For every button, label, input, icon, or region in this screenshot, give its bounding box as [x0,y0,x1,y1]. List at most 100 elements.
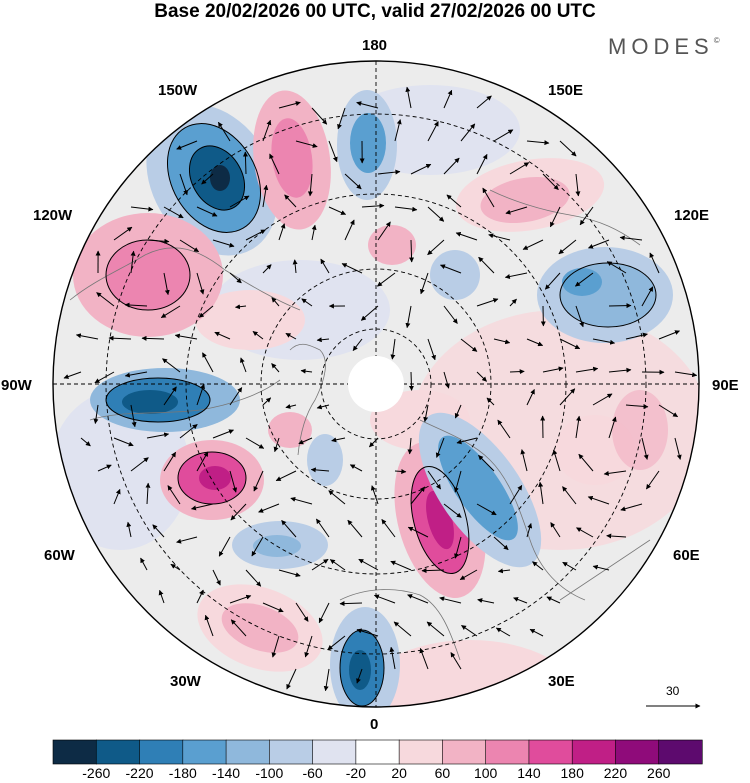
wind-vector [113,488,121,505]
wind-vector [130,250,136,274]
wind-vector [262,264,272,274]
colorbar-swatch [442,739,487,765]
colorbar-tick-label: 180 [560,765,584,781]
wind-vector [262,119,272,142]
colorbar-tick-label: 100 [473,765,498,781]
wind-vector [212,239,235,248]
pole-cap [348,356,404,412]
wind-vector [360,305,379,321]
lon-label-120e: 120E [674,207,710,224]
wind-vector [179,173,189,196]
wind-vector [456,437,478,445]
wind-vector [522,239,544,250]
wind-vector [174,333,198,340]
wind-vector [407,526,429,538]
wind-vector [443,305,458,324]
colorbar-tick-label: 220 [603,765,628,781]
wind-vector [373,594,396,604]
wind-vector [562,561,577,571]
wind-vector [295,602,309,622]
wind-vector [620,503,643,512]
wind-vector [163,451,177,472]
wind-vector [575,272,594,287]
wind-vector [311,224,317,241]
wind-vector [230,503,247,521]
wind-vector [356,628,379,637]
coastline [339,589,461,661]
wind-vector [253,470,264,492]
lon-label-0: 0 [370,716,379,733]
coastlines [69,189,651,661]
colorbar-tick-label: -180 [168,765,197,781]
wind-vector [440,264,462,274]
logo-copyright-mark: © [713,36,720,45]
high-anomaly [271,118,313,198]
wind-vector [476,371,487,382]
wind-vector [130,404,137,428]
wind-vector [460,123,476,142]
wind-vector [196,451,209,472]
wind-vector [576,527,594,538]
lon-label-30w: 30W [170,673,201,690]
wind-vector [311,107,328,125]
colorbar-swatch [95,739,141,765]
colorbar-tick-label: 20 [391,765,407,781]
wind-vector [124,302,148,308]
wind-vector [575,366,599,373]
high-anomaly [612,390,668,470]
wind-vector [218,536,231,557]
wind-vector [377,221,391,241]
wind-vector [394,468,407,474]
wind-vector [427,239,445,256]
low-anomaly [349,650,371,690]
wind-vector [446,194,462,208]
colorbar-swatch [312,739,357,765]
wind-vector [641,286,654,307]
wind-vector [242,151,248,175]
wind-vector [179,424,198,439]
wind-vector [176,536,198,544]
wind-vector [394,206,418,212]
wind-vector [410,163,432,175]
wind-vector [552,449,561,472]
wind-vector [495,627,511,637]
wind-vector [674,437,682,460]
wind-vector [271,635,280,658]
wind-vector [163,206,184,219]
wind-vector [96,292,115,307]
wind-vector [460,338,478,352]
wind-vector [212,429,234,439]
wind-vector [352,338,363,351]
wind-vector [344,173,362,190]
wind-vectors [63,86,698,692]
lon-label-90e: 90E [712,377,739,394]
wind-vector [443,157,460,175]
colorbar-swatch [355,739,400,765]
wind-vector [214,331,231,340]
wind-vector [328,206,347,215]
wind-vector [497,419,511,439]
colorbar-tick-label: -220 [125,765,154,781]
colorbar-tick-label: 260 [647,765,671,781]
colorbar-swatch [658,739,703,765]
wind-vector [229,387,243,406]
wind-vector [130,457,149,472]
wind-vector [381,519,396,538]
contour-line [188,145,246,211]
wind-vector [608,303,632,309]
wind-vector [509,162,530,175]
contour-line [410,465,470,575]
wind-vector [439,596,462,604]
wind-vector [405,305,412,329]
wind-vector [286,668,297,690]
wind-vector [141,335,165,341]
colorbar-tick-label: -100 [255,765,284,781]
wind-vector [146,238,170,244]
wind-vector [393,621,412,637]
colorbar-tick-label: -20 [345,765,366,781]
wind-vector [476,153,488,175]
wind-vector [356,668,363,684]
colorbar-tick-label: -140 [212,765,241,781]
lon-label-150e: 150E [548,82,584,99]
